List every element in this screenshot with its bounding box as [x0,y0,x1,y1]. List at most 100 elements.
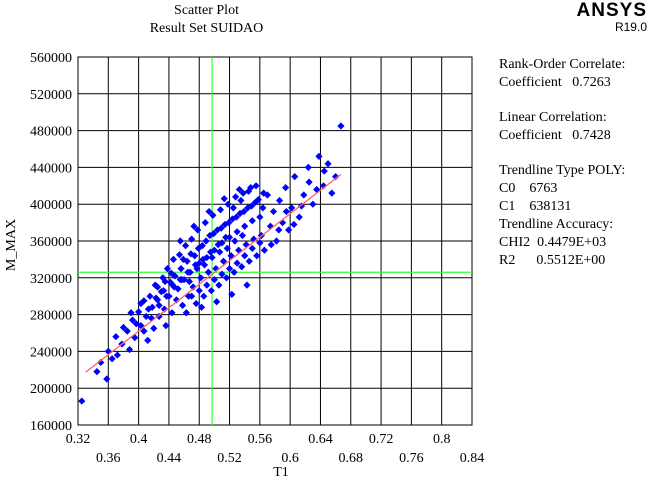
trendline-accuracy-label: Trendline Accuracy: [499,217,614,232]
y-tick-label: 280000 [30,309,72,324]
trend-c1: C1 638131 [499,198,625,216]
scatter-point [176,276,184,284]
scatter-point [332,173,340,181]
scatter-point [222,274,231,282]
scatter-point [285,226,293,234]
scatter-point [253,252,261,260]
chart-subtitle: Result Set SUIDAO [149,21,264,36]
chi2-value: 0.4479E+03 [537,235,607,250]
scatter-point [218,270,226,278]
scatter-point [169,281,177,289]
scatter-point [237,196,245,205]
scatter-point [313,185,321,194]
scatter-point [163,292,171,300]
scatter-point [305,178,313,186]
scatter-point [152,294,160,302]
scatter-point [275,196,284,205]
scatter-point [176,237,184,245]
scatter-point [238,231,247,240]
scatter-point [195,259,203,267]
scatter-point [199,255,207,263]
scatter-point [225,219,233,227]
scatter-point [103,375,111,383]
scatter-point [216,248,224,256]
scatter-point [215,281,223,289]
scatter-point [93,368,101,376]
scatter-point [171,272,179,280]
scatter-point [328,189,336,197]
scatter-point [160,287,168,295]
scatter-point [282,207,290,216]
x-tick-label: 0.56 [248,432,273,447]
scatter-point [175,251,184,259]
scatter-point [108,355,116,363]
scatter-point [112,333,120,341]
scatter-point [238,263,246,271]
r2-value: 0.5512E+00 [536,253,606,268]
scatter-point [174,285,182,293]
scatter-point [213,298,221,306]
scatter-point [202,237,210,245]
x-tick-label: 0.68 [339,451,364,466]
scatter-point [159,274,167,282]
scatter-point [214,241,222,249]
scatter-point [185,277,193,286]
x-tick-label: 0.4 [130,432,148,447]
scatter-point [155,301,163,309]
scatter-point [247,202,256,210]
scatter-point [216,206,225,214]
scatter-point [212,265,220,273]
rank-coef-value: 0.7263 [572,75,611,90]
x-tick-label: 0.32 [66,432,91,447]
scatter-point [254,196,262,204]
y-tick-label: 200000 [30,382,72,397]
x-tick-label: 0.44 [157,451,182,466]
linear-correlation-coefficient: Coefficient 0.7428 [499,127,625,145]
scatter-point [229,204,237,212]
scatter-point [259,204,267,212]
linear-coef-value: 0.7428 [572,128,611,143]
scatter-point [243,281,251,289]
scatter-point [256,239,264,247]
y-tick-label: 520000 [30,88,72,103]
scatter-point [193,265,201,273]
scatter-point [248,244,256,252]
y-tick-label: 240000 [30,345,72,360]
scatter-point [144,336,152,344]
scatter-point [295,213,303,221]
scatter-point [219,257,228,265]
linear-correlation-label: Linear Correlation: [499,110,607,125]
scatter-point [169,255,178,263]
scatter-point [282,184,290,192]
r2: R2 0.5512E+00 [499,252,625,270]
scatter-point [269,207,278,216]
scatter-point [188,292,196,300]
scatter-point [304,163,312,171]
scatter-point [210,276,218,284]
scatter-point [227,252,235,260]
chi2-label: CHI2 [499,235,531,250]
scatter-point [245,257,253,265]
scatter-point [233,228,241,236]
chart-title: Scatter Plot [174,3,239,18]
scatter-point [337,122,345,130]
scatter-point [300,191,308,199]
x-tick-label: 0.52 [217,451,242,466]
trendline-type-label: Trendline Type POLY: [499,163,626,178]
scatter-point [225,233,234,241]
rank-order-coefficient: Coefficient 0.7263 [499,74,625,92]
linear-coef-label: Coefficient [499,128,562,143]
scatter-point [222,233,230,241]
scatter-point [123,327,131,335]
x-tick-label: 0.48 [187,432,212,447]
mean-lines [78,57,472,425]
x-tick-label: 0.36 [96,451,121,466]
scatter-points [78,122,345,405]
scatter-point [241,222,249,230]
scatter-point [160,305,168,313]
y-tick-label: 440000 [30,161,72,176]
scatter-point [251,198,259,206]
scatter-point [119,323,128,332]
scatter-point [168,309,176,317]
scatter-point [267,241,275,249]
